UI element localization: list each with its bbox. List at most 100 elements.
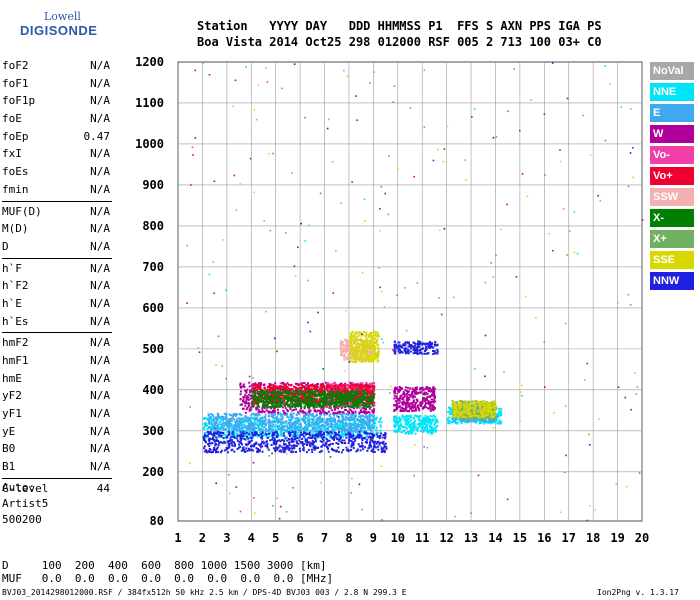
echo-point <box>256 407 259 410</box>
param-label: B0 <box>2 442 16 456</box>
echo-point <box>317 391 320 394</box>
echo-point <box>323 395 326 398</box>
echo-point <box>331 401 334 404</box>
echo-point <box>323 413 326 416</box>
echo-point <box>294 404 297 407</box>
echo-point <box>306 419 309 422</box>
echo-point <box>433 387 436 390</box>
echo-point <box>360 386 363 388</box>
echo-point <box>287 427 289 430</box>
echo-point <box>300 407 303 410</box>
echo-point <box>228 427 231 430</box>
echo-point <box>436 421 439 424</box>
echo-point <box>203 422 206 425</box>
echo-point <box>208 417 211 420</box>
echo-point <box>339 345 342 348</box>
param-label: D <box>2 239 9 253</box>
echo-point <box>364 429 367 432</box>
echo-point <box>347 344 350 347</box>
echo-point <box>348 417 351 420</box>
echo-point <box>222 422 225 425</box>
echo-point <box>394 386 397 389</box>
echo-point <box>346 339 348 342</box>
echo-point <box>372 421 375 424</box>
echo-point <box>243 435 246 438</box>
echo-point <box>362 391 365 394</box>
echo-point <box>355 428 358 431</box>
echo-point <box>339 419 342 422</box>
echo-point <box>348 402 351 404</box>
echo-point <box>495 419 498 422</box>
echo-point <box>303 399 306 402</box>
echo-point <box>332 398 334 401</box>
header-labels: Station YYYY DAY DDD HHMMSS P1 FFS S AXN… <box>197 19 602 33</box>
echo-point <box>283 391 286 394</box>
echo-point <box>281 421 284 424</box>
echo-point <box>349 427 352 430</box>
echo-point <box>343 387 346 390</box>
echo-point <box>338 406 341 408</box>
echo-point <box>496 416 499 419</box>
echo-point <box>329 387 332 390</box>
echo-point <box>327 423 330 426</box>
echo-point <box>258 413 261 416</box>
echo-point <box>226 425 229 428</box>
echo-point <box>344 403 346 406</box>
echo-point <box>316 390 319 392</box>
echo-point <box>364 387 367 390</box>
echo-point <box>216 425 219 428</box>
x-tick-label: 20 <box>635 531 649 545</box>
echo-point <box>418 391 421 394</box>
echo-point <box>360 410 363 413</box>
echo-point <box>286 390 289 393</box>
echo-point <box>287 383 290 386</box>
echo-point <box>254 427 257 430</box>
echo-point <box>258 424 261 427</box>
echo-point <box>349 390 352 393</box>
echo-point <box>406 396 409 399</box>
echo-point <box>418 425 421 428</box>
echo-point <box>500 420 503 423</box>
echo-point <box>348 412 351 415</box>
echo-point <box>424 414 427 417</box>
echo-point <box>259 417 262 420</box>
echo-point <box>212 426 214 429</box>
echo-point <box>399 395 402 398</box>
echo-point <box>396 405 399 408</box>
echo-point <box>465 420 468 423</box>
echo-point <box>363 415 366 418</box>
param-row: h`Es N/A <box>2 313 112 331</box>
echo-point <box>238 429 241 432</box>
echo-point <box>299 426 302 428</box>
echo-point <box>249 424 251 427</box>
echo-point <box>203 432 206 434</box>
echo-point <box>268 426 270 429</box>
echo-point <box>241 407 244 410</box>
echo-point <box>264 413 267 416</box>
echo-point <box>332 385 335 388</box>
echo-point <box>368 393 371 396</box>
echo-point <box>403 426 406 428</box>
echo-point <box>240 418 243 420</box>
echo-point <box>251 429 254 432</box>
echo-point <box>374 418 377 421</box>
echo-point <box>400 410 403 412</box>
param-separator <box>2 477 112 479</box>
echo-point <box>400 401 403 404</box>
echo-point <box>405 390 408 393</box>
param-row: yF1 N/A <box>2 405 112 423</box>
echo-point <box>257 422 260 425</box>
echo-point <box>342 343 345 346</box>
echo-point <box>276 388 279 391</box>
echo-point <box>404 405 407 408</box>
echo-point <box>352 358 355 360</box>
echo-point <box>255 417 258 420</box>
echo-point <box>207 419 210 422</box>
echo-point <box>412 409 415 412</box>
echo-point <box>473 419 475 422</box>
echo-point <box>311 418 314 421</box>
echo-point <box>292 416 294 419</box>
echo-point <box>428 417 431 420</box>
echo-point <box>348 425 351 428</box>
echo-point <box>363 412 366 415</box>
